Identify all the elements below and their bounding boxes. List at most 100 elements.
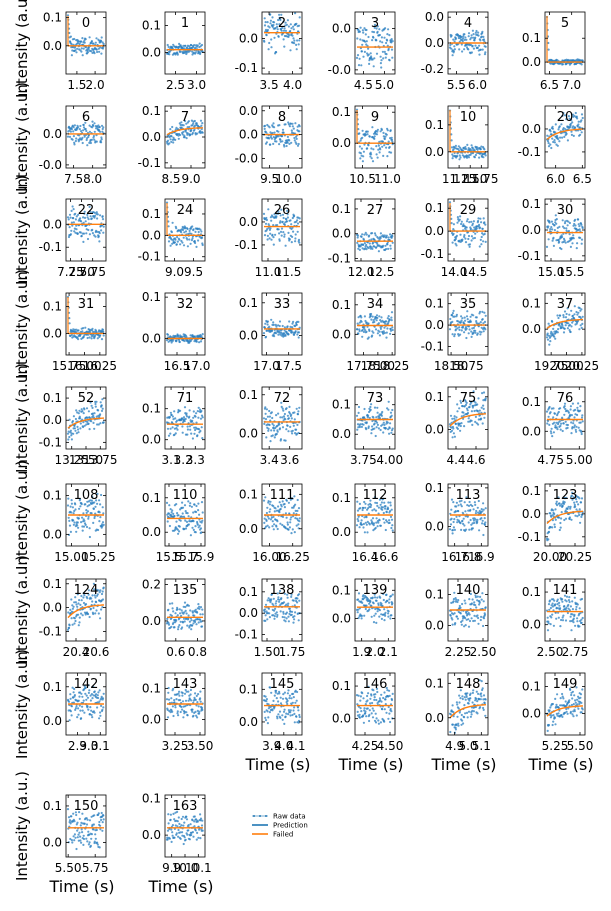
raw-point — [547, 41, 550, 45]
panel-5: 0.00.16.5 7.05 — [522, 11, 586, 92]
panel-id-label: 0 — [82, 16, 90, 31]
raw-point — [80, 130, 83, 133]
raw-point — [391, 241, 394, 244]
panel-frame — [447, 292, 489, 356]
panel-id-label: 1 — [181, 16, 189, 31]
raw-point — [452, 309, 455, 312]
raw-point — [266, 323, 269, 326]
raw-point — [364, 231, 367, 234]
raw-point — [561, 114, 564, 117]
raw-point — [275, 51, 278, 54]
raw-point — [201, 437, 204, 440]
raw-point — [356, 241, 359, 244]
x-tick-label: 15.00 — [54, 550, 88, 564]
raw-point — [472, 47, 475, 50]
raw-point — [482, 502, 485, 505]
raw-point — [362, 330, 365, 333]
raw-point — [451, 54, 454, 57]
panel-id-label: 123 — [553, 488, 578, 503]
panel-id-label: 112 — [363, 488, 388, 503]
raw-point — [377, 512, 380, 515]
raw-point — [284, 29, 287, 32]
raw-point — [461, 405, 464, 408]
raw-point — [93, 427, 96, 430]
raw-point — [200, 335, 203, 338]
raw-point — [88, 535, 91, 539]
raw-point — [546, 419, 550, 422]
raw-point — [474, 511, 477, 515]
raw-point — [283, 329, 286, 332]
raw-point — [264, 619, 267, 623]
y-tick-label: 0.0 — [142, 433, 161, 447]
x-tick-label: 16.9 — [468, 550, 495, 564]
raw-point — [271, 233, 274, 236]
raw-point — [265, 511, 268, 515]
raw-point — [271, 416, 274, 420]
raw-point — [375, 39, 378, 42]
raw-point — [554, 424, 557, 427]
raw-point — [295, 407, 298, 410]
raw-point — [283, 27, 286, 30]
raw-point — [558, 502, 561, 505]
raw-point — [464, 528, 468, 531]
x-tick-label: 5.0 — [375, 78, 394, 92]
raw-point — [85, 525, 89, 529]
raw-point — [81, 529, 84, 532]
raw-point — [100, 338, 104, 341]
raw-point — [198, 341, 201, 344]
raw-point — [95, 211, 98, 214]
y-tick-label: -0.1 — [39, 240, 62, 254]
fit-line — [166, 127, 204, 136]
raw-point — [184, 519, 187, 522]
raw-point — [365, 330, 368, 333]
raw-point — [189, 133, 192, 136]
raw-point — [285, 144, 288, 148]
raw-point — [557, 496, 560, 499]
raw-point — [449, 317, 452, 321]
raw-point — [373, 135, 376, 138]
raw-point — [568, 313, 571, 316]
raw-point — [282, 216, 285, 220]
raw-point — [293, 495, 296, 498]
raw-point — [83, 408, 86, 411]
raw-point — [376, 25, 379, 28]
raw-point — [98, 591, 101, 594]
raw-point — [545, 410, 549, 413]
raw-point — [468, 245, 471, 248]
raw-point — [67, 516, 70, 519]
raw-point — [563, 413, 566, 416]
raw-point — [572, 422, 575, 425]
raw-point — [360, 316, 363, 319]
raw-point — [450, 222, 453, 225]
raw-point — [285, 23, 288, 26]
raw-point — [73, 230, 76, 233]
raw-point — [553, 224, 556, 227]
raw-point — [360, 523, 363, 526]
raw-point — [370, 312, 373, 316]
raw-point — [469, 403, 472, 406]
raw-point — [450, 133, 453, 136]
raw-point — [551, 320, 554, 323]
raw-point — [556, 144, 559, 147]
raw-point — [361, 328, 364, 332]
raw-point — [451, 333, 454, 336]
raw-point — [283, 616, 286, 619]
x-tick-label: 16.4 — [352, 550, 379, 564]
raw-point — [360, 235, 363, 238]
raw-point — [572, 125, 575, 128]
panel-id-label: 31 — [78, 297, 95, 312]
raw-point — [91, 232, 94, 235]
raw-point — [296, 423, 299, 426]
y-tick-label: -0.1 — [235, 238, 258, 252]
raw-point — [362, 423, 365, 426]
raw-point — [453, 518, 456, 521]
raw-point — [100, 229, 103, 232]
x-tick-label: 2.5 — [166, 78, 185, 92]
raw-point — [265, 218, 268, 222]
raw-point — [88, 504, 91, 507]
raw-point — [288, 125, 291, 128]
raw-point — [281, 128, 285, 131]
raw-point — [68, 322, 71, 325]
panel-id-label: 33 — [274, 297, 291, 312]
raw-point — [572, 496, 575, 499]
